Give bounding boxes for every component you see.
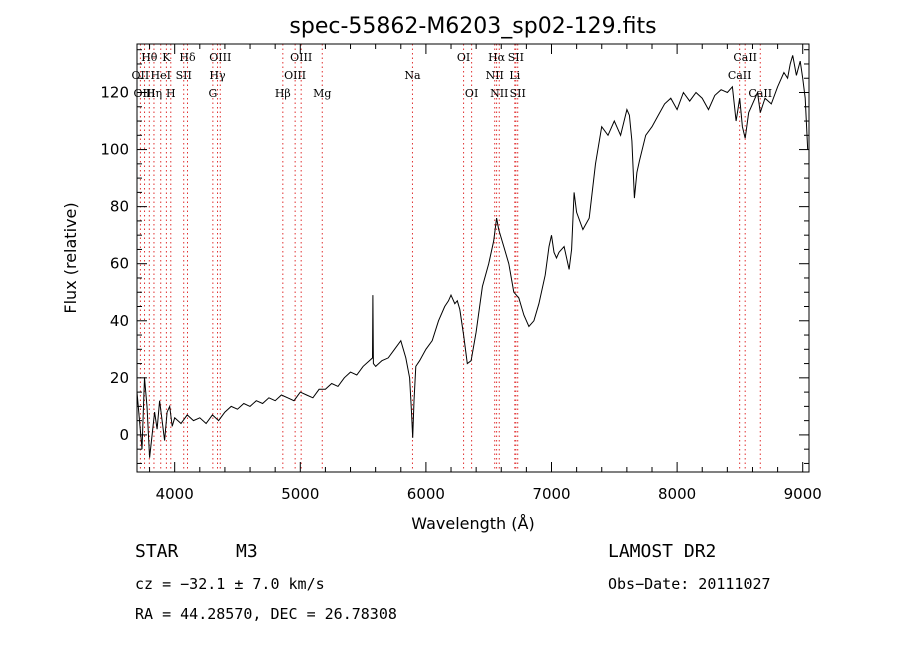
- line-label-24: SII: [510, 87, 526, 100]
- y-axis-label: Flux (relative): [61, 202, 80, 313]
- line-label-22: SII: [508, 51, 524, 64]
- y-tick-label-4: 80: [110, 198, 129, 216]
- object-subclass: M3: [236, 541, 258, 562]
- x-tick-label-4: 8000: [658, 485, 696, 503]
- redshift-cz: cz = −32.1 ± 7.0 km/s: [135, 575, 325, 593]
- observation-date: Obs−Date: 20111027: [608, 575, 771, 593]
- line-label-27: CaII: [748, 87, 772, 100]
- x-tick-label-5: 9000: [784, 485, 822, 503]
- y-tick-label-3: 60: [110, 255, 129, 273]
- y-tick-label-2: 40: [110, 312, 129, 330]
- survey-name: LAMOST DR2: [608, 541, 717, 562]
- line-label-12: Hβ: [275, 87, 291, 100]
- object-class: STAR: [135, 541, 179, 562]
- line-label-23: Li: [509, 69, 520, 82]
- line-label-21: NII: [490, 87, 508, 100]
- line-label-0: Hθ: [141, 51, 158, 64]
- line-label-11: G: [208, 87, 217, 100]
- line-label-7: Hδ: [179, 51, 196, 64]
- line-label-15: Mg: [313, 87, 331, 100]
- line-label-20: NII: [486, 69, 504, 82]
- line-label-3: Hη: [146, 87, 162, 100]
- line-label-4: K: [162, 51, 171, 64]
- line-label-14: OIII: [290, 51, 312, 64]
- line-label-5: HeI: [151, 69, 171, 82]
- x-tick-label-1: 5000: [281, 485, 319, 503]
- line-label-1: OII: [132, 69, 150, 82]
- line-label-18: OI: [465, 87, 478, 100]
- line-label-10: Hγ: [209, 69, 226, 82]
- y-tick-label-5: 100: [100, 141, 129, 159]
- chart-title: spec-55862-M6203_sp02-129.fits: [289, 14, 656, 39]
- y-tick-label-6: 120: [100, 84, 129, 102]
- y-tick-label-1: 20: [110, 369, 129, 387]
- x-axis-label: Wavelength (Å): [411, 514, 534, 533]
- line-label-19: Hα: [488, 51, 506, 64]
- line-label-9: OIII: [209, 51, 231, 64]
- spectrum-line: [136, 55, 809, 458]
- x-tick-label-0: 4000: [156, 485, 194, 503]
- line-label-16: Na: [404, 69, 421, 82]
- x-ticks: 4000 5000 6000 7000 8000 9000: [149, 44, 822, 503]
- coordinates: RA = 44.28570, DEC = 26.78308: [135, 605, 397, 623]
- y-ticks: 0 20 40 60 80 100 120: [100, 49, 809, 464]
- line-label-13: OIII: [284, 69, 306, 82]
- line-markers: [139, 44, 761, 472]
- line-label-26: CaII: [728, 69, 752, 82]
- line-label-17: OI: [457, 51, 470, 64]
- line-label-25: CaII: [733, 51, 757, 64]
- plot-frame: [136, 43, 810, 473]
- x-tick-label-3: 7000: [532, 485, 570, 503]
- line-label-6: H: [166, 87, 176, 100]
- y-tick-label-0: 0: [119, 426, 129, 444]
- x-tick-label-2: 6000: [407, 485, 445, 503]
- line-label-2: OIII: [134, 87, 156, 100]
- line-label-8: SII: [176, 69, 192, 82]
